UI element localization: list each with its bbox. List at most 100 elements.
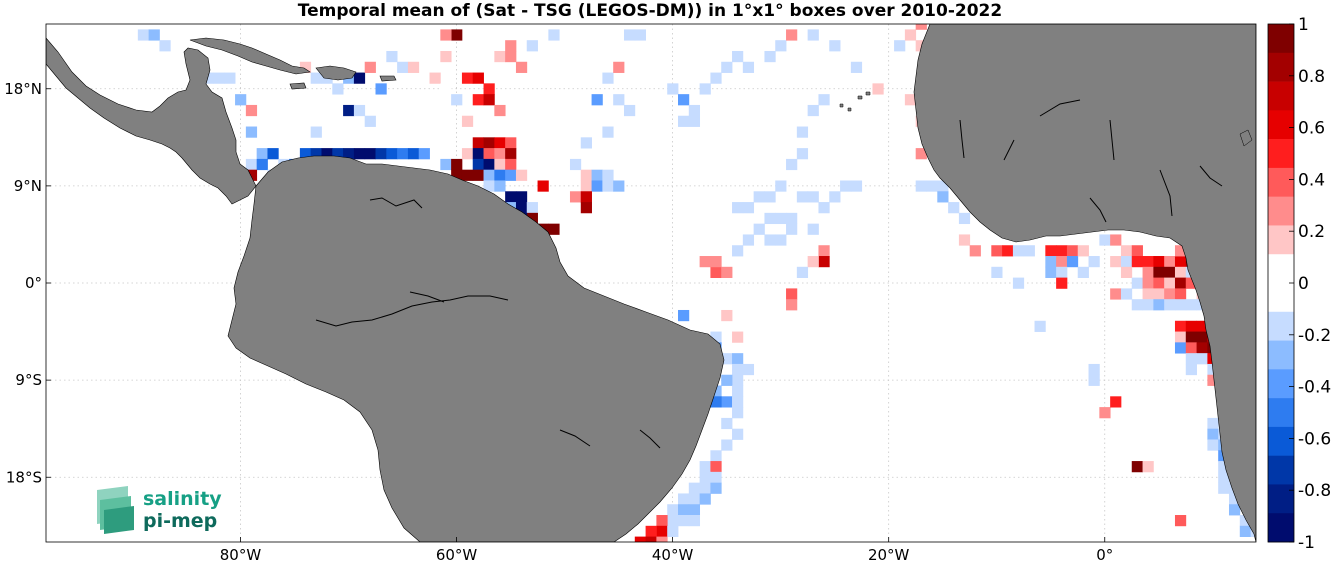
logo-line2: pi-mep (143, 510, 217, 532)
anomaly-box (245, 126, 258, 138)
anomaly-box (764, 212, 776, 225)
anomaly-box (1120, 288, 1133, 300)
anomaly-box (915, 24, 927, 30)
anomaly-box (472, 72, 484, 84)
anomaly-box (710, 450, 722, 462)
colorbar-bin (1268, 81, 1294, 111)
x-axis-ticks: 80°W 60°W 40°W 20°W 0° (220, 537, 1113, 564)
anomaly-box (1196, 342, 1208, 354)
anomaly-box (235, 94, 247, 106)
anomaly-box (732, 363, 744, 376)
anomaly-box (753, 223, 765, 235)
anomaly-box (656, 515, 668, 527)
anomaly-box (1099, 407, 1111, 419)
anomaly-box (710, 471, 722, 484)
x-tick-label: 40°W (652, 546, 694, 564)
anomaly-box (764, 50, 776, 63)
anomaly-box (1142, 266, 1154, 278)
anomaly-box (353, 148, 366, 160)
anomaly-box (256, 148, 268, 160)
anomaly-box (494, 158, 506, 171)
anomaly-box (1002, 245, 1014, 257)
anomaly-box (515, 202, 528, 214)
anomaly-box (1153, 277, 1165, 289)
anomaly-box (721, 417, 733, 430)
anomaly-box (732, 374, 744, 386)
logo-wave-icon (97, 486, 134, 534)
anomaly-box (850, 180, 863, 192)
anomaly-box (775, 40, 787, 52)
anomaly-box (958, 234, 971, 246)
anomaly-box (1056, 266, 1068, 278)
colorbar-bin (1268, 167, 1294, 197)
anomaly-box (483, 169, 495, 181)
anomaly-box (461, 148, 474, 160)
anomaly-box (732, 331, 744, 343)
anomaly-box (548, 29, 560, 41)
anomaly-box (472, 137, 484, 149)
anomaly-box (1066, 245, 1079, 257)
colorbar-label: -0.4 (1298, 378, 1331, 398)
anomaly-box (580, 169, 592, 181)
anomaly-box (623, 29, 636, 41)
anomaly-box (494, 50, 506, 63)
anomaly-box (1185, 331, 1197, 343)
map-area (46, 24, 1256, 542)
anomaly-box (1174, 342, 1187, 354)
anomaly-box (1077, 266, 1089, 278)
anomaly-box (451, 169, 463, 181)
anomaly-box (353, 104, 366, 117)
anomaly-box (537, 180, 549, 192)
colorbar-bin (1268, 311, 1294, 341)
anomaly-box (1185, 342, 1197, 354)
anomaly-box (991, 245, 1003, 257)
colorbar-label: 0.2 (1298, 222, 1325, 242)
anomaly-box (699, 471, 711, 484)
anomaly-box (894, 40, 906, 52)
anomaly-box (1185, 353, 1197, 365)
anomaly-box (1131, 277, 1143, 289)
anomaly-box (645, 525, 657, 537)
anomaly-box (1120, 256, 1133, 268)
land-cuba (189, 37, 311, 75)
anomaly-box (613, 180, 625, 192)
anomaly-box (915, 148, 927, 160)
anomaly-box (483, 137, 495, 149)
anomaly-box (1088, 374, 1100, 386)
anomaly-box (472, 148, 484, 160)
anomaly-box (710, 385, 722, 397)
anomaly-box (224, 72, 236, 84)
y-tick-label: 18°N (4, 80, 42, 98)
anomaly-box (786, 212, 798, 225)
anomaly-box (472, 169, 484, 181)
anomaly-box (699, 461, 711, 473)
anomaly-box (1239, 515, 1251, 527)
anomaly-box (1207, 428, 1219, 440)
anomaly-box (829, 191, 841, 203)
anomaly-box (353, 72, 366, 84)
anomaly-box (818, 94, 830, 106)
anomaly-box (1012, 277, 1025, 289)
anomaly-box (483, 180, 495, 192)
colorbar-bin (1268, 110, 1294, 140)
rivers-and-borders (315, 99, 1223, 449)
anomaly-box (721, 309, 733, 322)
anomaly-box (948, 202, 960, 214)
anomaly-box (688, 515, 701, 527)
anomaly-box (1066, 256, 1079, 268)
anomaly-box (613, 61, 625, 73)
anomaly-box (159, 40, 171, 52)
y-tick-label: 9°S (15, 371, 42, 389)
anomaly-box (1196, 353, 1208, 365)
anomaly-box (904, 94, 917, 106)
anomaly-box (1110, 288, 1122, 300)
anomaly-box (818, 256, 830, 268)
colorbar-bin (1268, 283, 1294, 313)
anomaly-box (688, 115, 701, 127)
anomaly-box (515, 191, 528, 203)
anomaly-box (1174, 331, 1187, 343)
colorbar-bin (1268, 340, 1294, 370)
colorbar-label: 1 (1298, 15, 1309, 35)
anomaly-box (775, 180, 787, 192)
colorbar-bin (1268, 513, 1294, 543)
